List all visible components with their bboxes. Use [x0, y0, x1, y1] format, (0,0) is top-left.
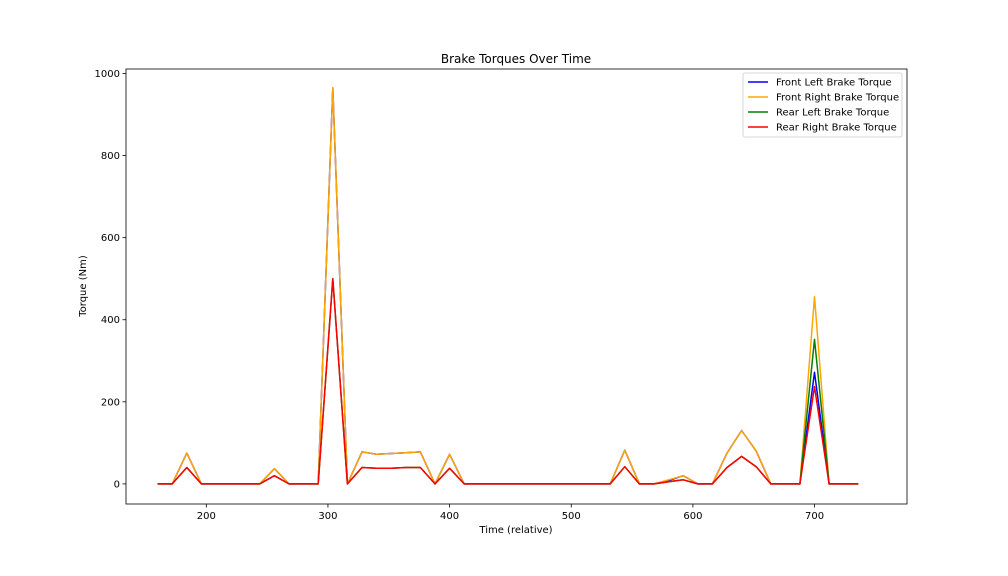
legend-box [742, 72, 903, 138]
plot-lines [157, 87, 859, 485]
chart-title: Brake Torques Over Time [441, 52, 591, 66]
y-tick-label: 1000 [95, 69, 120, 80]
y-tick-label: 800 [101, 151, 120, 162]
x-tick-label: 300 [318, 511, 337, 522]
x-axis-label: Time (relative) [478, 525, 552, 536]
x-tick-label: 500 [562, 511, 581, 522]
plot-frame [125, 68, 908, 505]
legend-label: Front Right Brake Torque [776, 93, 899, 104]
y-tick-label: 200 [101, 397, 120, 408]
x-tick-label: 600 [683, 511, 702, 522]
y-tick-label: 600 [101, 233, 120, 244]
x-tick-label: 400 [440, 511, 459, 522]
y-tick-label: 0 [114, 479, 120, 490]
series-line-4 [157, 277, 859, 485]
x-tick-label: 700 [805, 511, 824, 522]
y-axis-ticks: 0 200 400 600 800 1000 [95, 69, 126, 490]
legend: Front Left Brake Torque Front Right Brake… [742, 72, 903, 138]
y-tick-label: 400 [101, 315, 120, 326]
legend-label: Rear Right Brake Torque [776, 123, 897, 134]
legend-label: Rear Left Brake Torque [776, 108, 889, 119]
legend-label: Front Left Brake Torque [776, 78, 892, 89]
y-axis-label: Torque (Nm) [78, 255, 89, 318]
x-axis-ticks: 200 300 400 500 600 700 [197, 504, 824, 522]
x-tick-label: 200 [197, 511, 216, 522]
